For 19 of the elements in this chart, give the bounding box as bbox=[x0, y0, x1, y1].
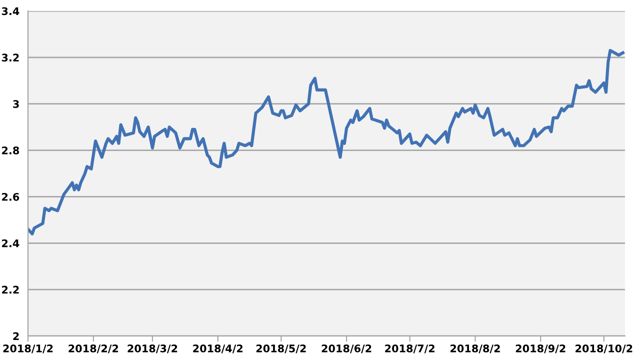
x-tick-label: 2018/5/2 bbox=[256, 344, 306, 354]
x-tick-label: 2018/7/2 bbox=[385, 344, 434, 354]
y-tick-label: 2.2 bbox=[2, 286, 19, 294]
y-tick-label: 3 bbox=[13, 100, 19, 108]
x-tick-label: 2018/1/2 bbox=[3, 344, 53, 354]
y-tick-label: 3.4 bbox=[2, 7, 20, 16]
line-series bbox=[28, 48, 624, 236]
x-tick-label: 2018/9/2 bbox=[516, 344, 566, 354]
y-tick-label: 2.6 bbox=[2, 192, 20, 201]
y-tick-label: 2 bbox=[13, 332, 19, 340]
x-tick-label: 2018/3/2 bbox=[128, 344, 178, 354]
x-tick-label: 2018/10/2 bbox=[576, 344, 632, 354]
x-tick-label: 2018/8/2 bbox=[450, 344, 500, 354]
y-tick-label: 2.8 bbox=[2, 146, 20, 154]
y-tick-label: 2.4 bbox=[2, 239, 20, 248]
x-tick-label: 2018/2/2 bbox=[68, 344, 118, 354]
y-tick-label: 3.2 bbox=[2, 54, 19, 62]
x-tick-label: 2018/6/2 bbox=[322, 344, 372, 354]
x-tick-label: 2018/4/2 bbox=[193, 344, 242, 354]
